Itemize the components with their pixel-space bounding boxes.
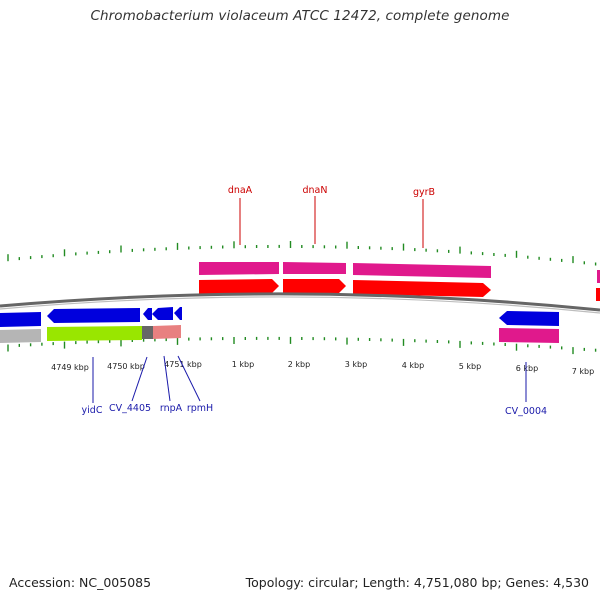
CV_0004-gene-bar[interactable] bbox=[499, 328, 559, 343]
rnpA-callout-line bbox=[163, 355, 171, 402]
tick-label-2-kbp: 2 kbp bbox=[288, 360, 310, 369]
tick-label-1-kbp: 1 kbp bbox=[232, 360, 254, 369]
yidC-cds-arrow[interactable] bbox=[47, 308, 140, 323]
gyrB-gene-bar[interactable] bbox=[353, 263, 491, 278]
reverse-gene-callouts: yidC CV_4405 rnpA rpmH CV_0004 bbox=[82, 355, 547, 417]
next-gene-bar-edge[interactable] bbox=[597, 270, 600, 283]
yidC-label[interactable]: yidC bbox=[82, 405, 103, 416]
tick-label-5-kbp: 5 kbp bbox=[459, 362, 481, 371]
forward-gene-callouts: dnaA dnaN gyrB bbox=[228, 185, 435, 248]
rnpA-cds-arrow[interactable] bbox=[152, 307, 173, 320]
rpmH-label[interactable]: rpmH bbox=[187, 403, 213, 414]
forward-features bbox=[199, 262, 600, 301]
genome-backbone bbox=[0, 292, 600, 312]
tick-label-4749-kbp: 4749 kbp bbox=[51, 363, 89, 372]
tick-label-4-kbp: 4 kbp bbox=[402, 361, 424, 370]
CV_4405-label[interactable]: CV_4405 bbox=[109, 403, 151, 414]
rnpA-label[interactable]: rnpA bbox=[160, 403, 183, 414]
tick-label-4750-kbp: 4750 kbp bbox=[107, 362, 145, 371]
dnaA-cds-arrow[interactable] bbox=[199, 279, 279, 294]
yidC-rna-bar[interactable] bbox=[47, 326, 142, 341]
CV_4405-callout-line bbox=[131, 356, 148, 402]
dnaN-cds-arrow[interactable] bbox=[283, 279, 346, 293]
tick-labels: 4749 kbp 4750 kbp 4751 kbp 1 kbp 2 kbp 3… bbox=[51, 360, 594, 376]
topology-summary: Topology: circular; Length: 4,751,080 bp… bbox=[245, 575, 589, 590]
left-gene-bar-edge[interactable] bbox=[0, 329, 41, 343]
next-cds-arrow-edge[interactable] bbox=[596, 288, 600, 301]
reverse-features bbox=[0, 307, 559, 343]
outer-tick-marks bbox=[7, 241, 597, 266]
dnaA-gene-bar[interactable] bbox=[199, 262, 279, 275]
tick-label-7-kbp: 7 kbp bbox=[572, 367, 594, 376]
rpmH-callout-line bbox=[177, 355, 201, 402]
dnaN-gene-bar[interactable] bbox=[283, 262, 346, 274]
genome-title: Chromobacterium violaceum ATCC 12472, co… bbox=[90, 8, 510, 24]
gyrB-cds-arrow[interactable] bbox=[353, 280, 491, 297]
genome-backbone-highlight bbox=[0, 296, 600, 314]
rnpA-other-bar[interactable] bbox=[153, 325, 181, 339]
dnaN-label[interactable]: dnaN bbox=[303, 185, 328, 196]
CV_4405-cds-arrow[interactable] bbox=[143, 308, 152, 320]
tick-label-4751-kbp: 4751 kbp bbox=[164, 360, 202, 369]
CV_0004-cds-arrow[interactable] bbox=[499, 311, 559, 326]
tick-label-3-kbp: 3 kbp bbox=[345, 360, 367, 369]
inner-tick-marks bbox=[7, 336, 597, 355]
CV_0004-label[interactable]: CV_0004 bbox=[505, 406, 547, 417]
rpmH-cds-arrow[interactable] bbox=[174, 307, 182, 320]
CV_4405-gene-bar[interactable] bbox=[142, 326, 153, 339]
left-cds-arrow-edge[interactable] bbox=[0, 312, 41, 327]
gyrB-label[interactable]: gyrB bbox=[413, 187, 435, 198]
dnaA-label[interactable]: dnaA bbox=[228, 185, 253, 196]
accession-text: Accession: NC_005085 bbox=[9, 575, 152, 590]
tick-label-6-kbp: 6 kbp bbox=[516, 364, 538, 373]
